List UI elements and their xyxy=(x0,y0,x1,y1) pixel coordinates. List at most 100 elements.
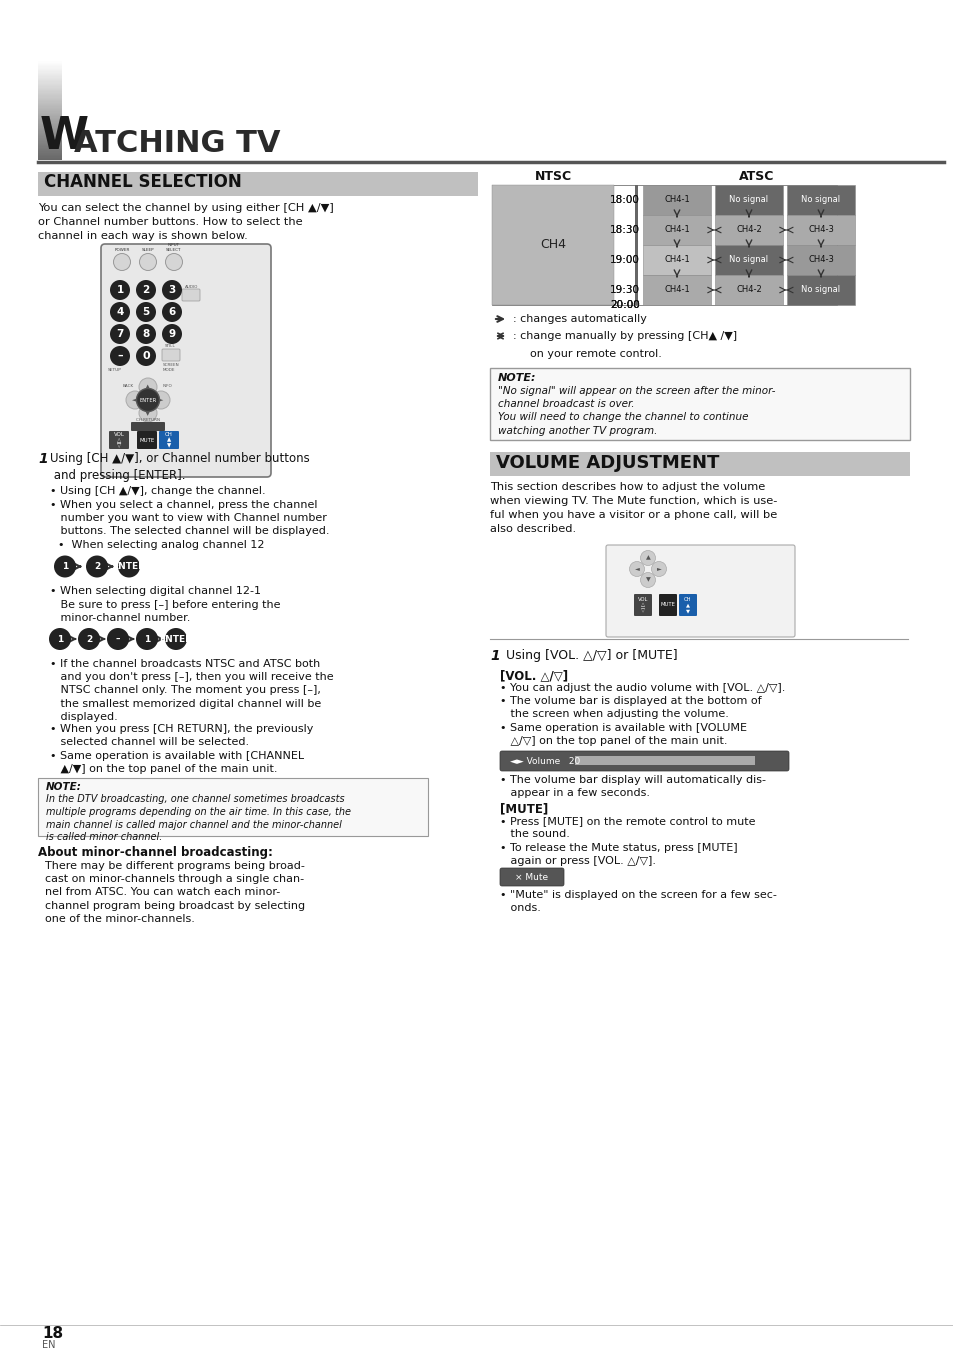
Text: • Same operation is available with [VOLUME
   △/▽] on the top panel of the main : • Same operation is available with [VOLU… xyxy=(499,723,746,746)
Text: 19:00: 19:00 xyxy=(609,255,639,265)
Bar xyxy=(635,185,638,305)
Text: • "Mute" is displayed on the screen for a few sec-
   onds.: • "Mute" is displayed on the screen for … xyxy=(499,890,776,913)
Text: 20:00: 20:00 xyxy=(610,300,639,309)
Text: CH
▲
▼: CH ▲ ▼ xyxy=(683,597,691,613)
Bar xyxy=(642,276,710,305)
Text: In the DTV broadcasting, one channel sometimes broadcasts
multiple programs depe: In the DTV broadcasting, one channel som… xyxy=(46,794,351,843)
Text: • Same operation is available with [CHANNEL
   ▲/▼] on the top panel of the main: • Same operation is available with [CHAN… xyxy=(50,751,304,774)
Circle shape xyxy=(162,280,182,300)
Text: 1: 1 xyxy=(38,453,48,466)
Text: "No signal" will appear on the screen after the minor-
channel broadcast is over: "No signal" will appear on the screen af… xyxy=(497,386,775,435)
Text: VOLUME ADJUSTMENT: VOLUME ADJUSTMENT xyxy=(496,454,719,471)
Text: ◄► Volume   20: ◄► Volume 20 xyxy=(510,757,579,766)
Text: • When you select a channel, press the channel
   number you want to view with C: • When you select a channel, press the c… xyxy=(50,500,329,536)
Text: • If the channel broadcasts NTSC and ATSC both
   and you don't press [–], then : • If the channel broadcasts NTSC and ATS… xyxy=(50,659,334,721)
Text: 19:00: 19:00 xyxy=(609,255,639,265)
Text: • When selecting digital channel 12-1
   Be sure to press [–] before entering th: • When selecting digital channel 12-1 Be… xyxy=(50,586,280,623)
Text: • Using [CH ▲/▼], change the channel.: • Using [CH ▲/▼], change the channel. xyxy=(50,486,265,496)
Text: 19:30: 19:30 xyxy=(609,285,639,295)
Text: CH4-3: CH4-3 xyxy=(807,255,833,265)
Text: ◄: ◄ xyxy=(634,566,639,571)
Text: 3: 3 xyxy=(168,285,175,295)
Text: ◄: ◄ xyxy=(132,397,137,403)
Text: BACK: BACK xyxy=(122,384,133,388)
Circle shape xyxy=(639,550,655,566)
Text: on your remote control.: on your remote control. xyxy=(530,349,661,359)
Circle shape xyxy=(165,628,187,650)
Text: ►: ► xyxy=(656,566,660,571)
Text: 1: 1 xyxy=(490,648,499,663)
Text: 0: 0 xyxy=(142,351,150,361)
Text: CH4-2: CH4-2 xyxy=(736,226,761,235)
Bar xyxy=(490,453,909,476)
Text: CH4-1: CH4-1 xyxy=(663,226,689,235)
FancyBboxPatch shape xyxy=(634,594,651,616)
Circle shape xyxy=(136,303,156,322)
FancyBboxPatch shape xyxy=(499,867,563,886)
Text: CH4-1: CH4-1 xyxy=(663,255,689,265)
Circle shape xyxy=(136,280,156,300)
Text: 6: 6 xyxy=(168,307,175,317)
Text: × Mute: × Mute xyxy=(515,873,548,881)
Circle shape xyxy=(113,254,131,270)
Text: • When you press [CH RETURN], the previously
   selected channel will be selecte: • When you press [CH RETURN], the previo… xyxy=(50,724,313,747)
Text: ►: ► xyxy=(158,397,164,403)
FancyBboxPatch shape xyxy=(679,594,697,616)
Text: • Press [MUTE] on the remote control to mute
   the sound.: • Press [MUTE] on the remote control to … xyxy=(499,816,755,839)
Bar xyxy=(786,215,854,245)
Circle shape xyxy=(118,555,140,577)
Bar xyxy=(492,185,614,305)
Bar xyxy=(575,757,754,765)
Text: ▲: ▲ xyxy=(145,384,151,390)
Text: CH4-2: CH4-2 xyxy=(736,285,761,295)
Text: CH4-1: CH4-1 xyxy=(663,285,689,295)
Text: SCREEN
MODE: SCREEN MODE xyxy=(163,363,179,372)
FancyBboxPatch shape xyxy=(159,431,179,449)
Circle shape xyxy=(165,254,182,270)
Text: CH4-3: CH4-3 xyxy=(807,226,833,235)
Text: No signal: No signal xyxy=(801,285,840,295)
Text: : change manually by pressing [CH▲ /▼]: : change manually by pressing [CH▲ /▼] xyxy=(513,331,737,340)
Text: STILL: STILL xyxy=(165,345,175,349)
Circle shape xyxy=(49,628,71,650)
Text: No signal: No signal xyxy=(801,196,840,204)
Text: CH
▲
▼: CH ▲ ▼ xyxy=(165,432,172,449)
Circle shape xyxy=(107,628,129,650)
Text: CHANNEL SELECTION: CHANNEL SELECTION xyxy=(44,173,241,190)
Circle shape xyxy=(136,628,158,650)
Text: • To release the Mute status, press [MUTE]
   again or press [VOL. △/▽].: • To release the Mute status, press [MUT… xyxy=(499,843,737,866)
Text: 8: 8 xyxy=(142,330,150,339)
Text: 18:00: 18:00 xyxy=(609,195,639,205)
Circle shape xyxy=(110,346,130,366)
Text: [MUTE]: [MUTE] xyxy=(499,802,548,815)
Circle shape xyxy=(136,324,156,345)
Text: INFO: INFO xyxy=(163,384,172,388)
Circle shape xyxy=(629,562,644,577)
Bar xyxy=(642,215,710,245)
Text: MUTE: MUTE xyxy=(659,603,675,608)
Text: ENTER: ENTER xyxy=(112,562,146,571)
Text: You can select the channel by using either [CH ▲/▼]
or Channel number buttons. H: You can select the channel by using eith… xyxy=(38,203,334,240)
Text: 1: 1 xyxy=(57,635,63,643)
Text: CH4-1: CH4-1 xyxy=(663,196,689,204)
Text: ▼: ▼ xyxy=(645,577,650,582)
Text: VOL
△
▽: VOL △ ▽ xyxy=(113,432,124,449)
Text: This section describes how to adjust the volume
when viewing TV. The Mute functi: This section describes how to adjust the… xyxy=(490,482,777,534)
Bar xyxy=(642,245,710,276)
Text: NOTE:: NOTE: xyxy=(46,782,82,792)
Text: INPUT
SELECT: INPUT SELECT xyxy=(166,243,182,253)
Text: ▲: ▲ xyxy=(645,555,650,561)
Text: Using [VOL. △/▽] or [MUTE]: Using [VOL. △/▽] or [MUTE] xyxy=(501,648,677,662)
Circle shape xyxy=(139,404,157,422)
FancyBboxPatch shape xyxy=(499,751,788,771)
FancyBboxPatch shape xyxy=(659,594,677,616)
Text: 5: 5 xyxy=(142,307,150,317)
Bar xyxy=(714,185,782,215)
Circle shape xyxy=(162,303,182,322)
Bar xyxy=(490,367,909,440)
Circle shape xyxy=(136,389,159,412)
Bar xyxy=(714,245,782,276)
Bar xyxy=(492,185,836,305)
Bar xyxy=(786,245,854,276)
Text: No signal: No signal xyxy=(729,255,768,265)
